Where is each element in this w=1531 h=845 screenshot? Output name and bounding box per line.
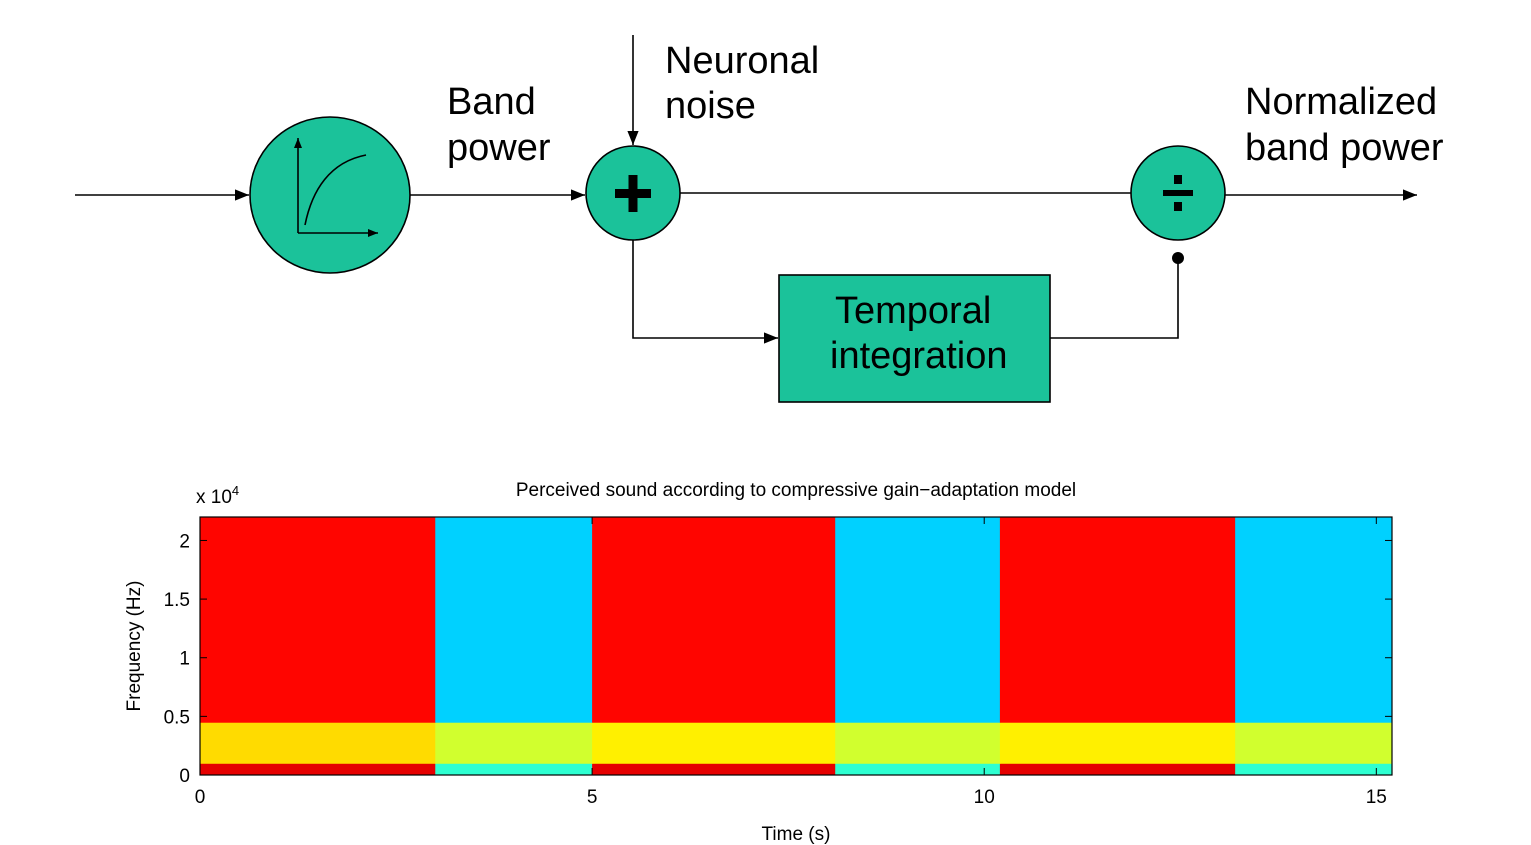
cell bbox=[1235, 517, 1393, 723]
label: integration bbox=[830, 335, 1007, 377]
block-diagram: Band power Neuronal noise Normalized ban… bbox=[75, 35, 1444, 403]
y-scale-exponent: 4 bbox=[232, 483, 239, 498]
label: Neuronal bbox=[665, 40, 819, 82]
cell bbox=[835, 517, 1001, 723]
compression-node bbox=[249, 116, 411, 274]
x-tick-label: 0 bbox=[195, 787, 206, 808]
integration-box bbox=[778, 274, 1051, 403]
cell bbox=[200, 517, 436, 723]
cell bbox=[592, 763, 836, 776]
x-tick-label: 15 bbox=[1366, 787, 1387, 808]
label: Temporal bbox=[835, 290, 991, 332]
divide-sign bbox=[1174, 202, 1182, 211]
feedback-line bbox=[1050, 258, 1179, 339]
divide-sign bbox=[1163, 190, 1193, 196]
feedback-dot bbox=[1172, 252, 1184, 264]
y-tick-label: 0 bbox=[179, 766, 190, 787]
cell bbox=[1235, 722, 1393, 764]
x-tick-label: 5 bbox=[587, 787, 598, 808]
y-scale-label: x 104 bbox=[196, 483, 239, 508]
cell bbox=[835, 722, 1001, 764]
y-tick-label: 2 bbox=[179, 531, 190, 552]
branch-arrow bbox=[632, 240, 778, 344]
cell bbox=[435, 517, 593, 723]
icon-curve bbox=[304, 154, 367, 226]
label: Normalized bbox=[1245, 81, 1437, 123]
label: Band bbox=[447, 81, 536, 123]
cell bbox=[835, 763, 1001, 776]
cell bbox=[435, 722, 593, 764]
plot-frame bbox=[199, 516, 1393, 776]
x-axis-label: Time (s) bbox=[762, 824, 831, 845]
y-tick-label: 0.5 bbox=[164, 707, 190, 728]
label: power bbox=[447, 127, 551, 169]
cell bbox=[200, 763, 436, 776]
divide-sign bbox=[1174, 175, 1182, 184]
plus-sign bbox=[628, 175, 638, 212]
cell bbox=[999, 722, 1236, 764]
cell bbox=[435, 763, 593, 776]
spectrogram: Perceived sound according to compressive… bbox=[124, 480, 1393, 845]
y-tick-label: 1.5 bbox=[164, 590, 190, 611]
cell bbox=[592, 722, 836, 764]
cell bbox=[200, 722, 436, 764]
label: band power bbox=[1245, 127, 1444, 169]
cell bbox=[592, 517, 836, 723]
cell bbox=[999, 763, 1236, 776]
cell bbox=[999, 517, 1236, 723]
chart-title: Perceived sound according to compressive… bbox=[516, 480, 1076, 501]
y-tick-label: 1 bbox=[179, 649, 190, 670]
y-axis-label: Frequency (Hz) bbox=[124, 581, 145, 712]
x-tick-label: 10 bbox=[974, 787, 995, 808]
cell bbox=[1235, 763, 1393, 776]
label: noise bbox=[665, 85, 756, 127]
y-scale-base: x 10 bbox=[196, 487, 232, 508]
